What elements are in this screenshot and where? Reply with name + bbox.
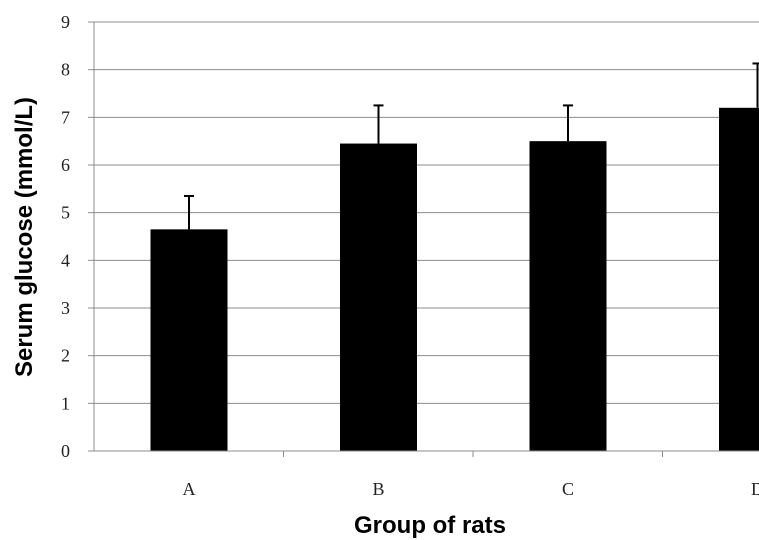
y-tick-label: 7 [61,107,70,127]
y-tick-label: 9 [61,12,70,32]
x-tick-label-d: D [751,479,759,499]
y-tick-label: 1 [61,393,70,413]
bar-c [529,141,607,451]
x-tick-label-a: A [183,479,196,499]
y-axis-title: Serum glucose (mmol/L) [11,97,38,377]
axes [88,21,759,457]
x-tick-label-b: B [372,479,384,499]
y-tick-label: 2 [61,346,70,366]
y-tick-labels: 0 1 2 3 4 5 6 7 8 9 [61,12,70,461]
y-tick-label: 0 [61,441,70,461]
bar-d [719,107,759,452]
x-tick-label-c: C [562,479,574,499]
y-tick-label: 8 [61,60,70,80]
bar-a [150,229,228,451]
bars [150,107,759,452]
y-tick-label: 4 [61,250,70,270]
y-tick-label: 5 [61,203,70,223]
bar-b [340,143,417,452]
x-tick-labels: A B C D [183,479,759,499]
error-bars [184,62,759,230]
y-tick-label: 3 [61,298,70,318]
y-tick-label: 6 [61,155,70,175]
x-axis-title: Group of rats [354,512,506,539]
